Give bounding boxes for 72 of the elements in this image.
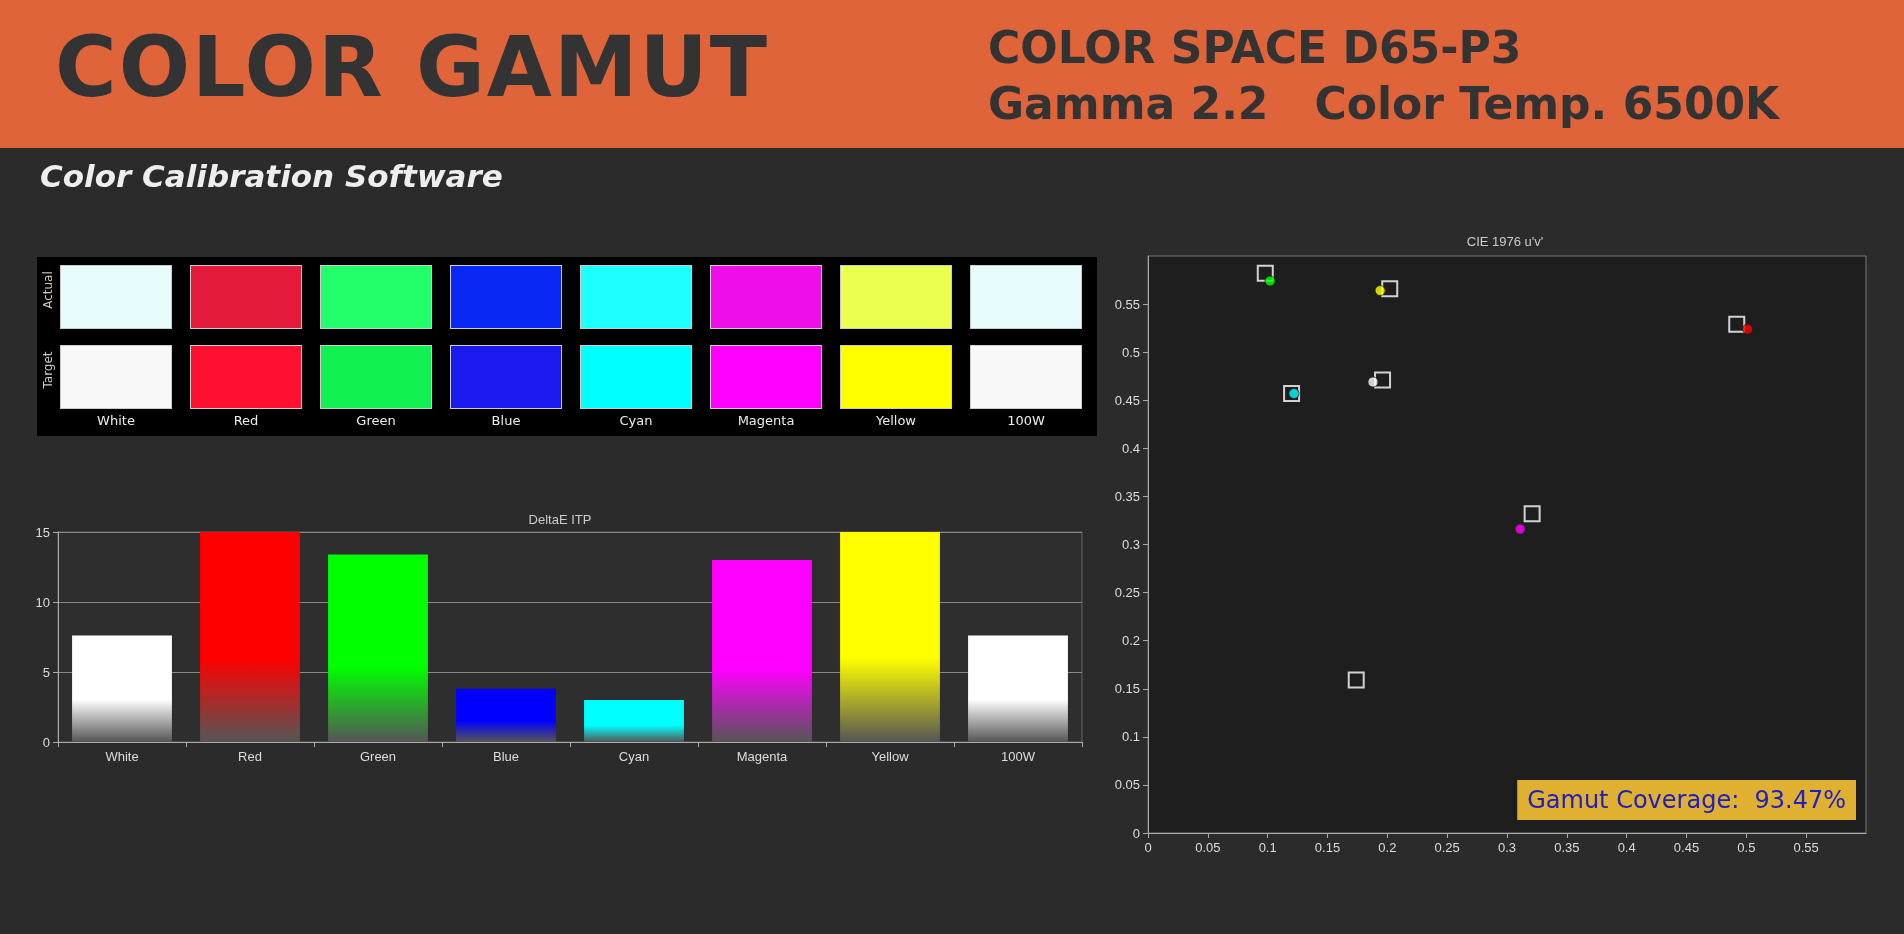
- point: [1347, 671, 1365, 689]
- y-tick-label: 0.2: [1121, 633, 1140, 649]
- category-label: Cyan: [618, 413, 654, 428]
- bar: [584, 700, 684, 742]
- y-tick-label: 0.35: [1114, 488, 1140, 504]
- point: [1374, 285, 1386, 297]
- category-label: Actual: [41, 271, 55, 309]
- point: [1256, 264, 1274, 282]
- bar: [72, 635, 172, 742]
- y-tick-label: 0.4: [1121, 440, 1140, 456]
- x-tick-label: Yellow: [871, 749, 910, 764]
- x-tick-label: 0.35: [1554, 840, 1580, 855]
- bar: [328, 554, 428, 742]
- point: [1728, 315, 1746, 333]
- x-tick-label: Magenta: [736, 749, 789, 764]
- point: [1514, 523, 1526, 535]
- category-label: Red: [232, 413, 260, 428]
- text: COLOR SPACE D65-P3: [988, 22, 1522, 73]
- x-tick-label: White: [105, 749, 139, 764]
- bar: [968, 635, 1068, 742]
- category-label: Yellow: [875, 413, 917, 428]
- category-label: White: [96, 413, 136, 428]
- bar: [712, 560, 812, 742]
- x-tick-label: 0.3: [1497, 840, 1517, 855]
- y-tick-label: 10: [35, 594, 50, 610]
- x-tick-label: 100W: [1001, 749, 1036, 764]
- y-tick-label: 0.25: [1114, 585, 1140, 601]
- annotation: Gamut Coverage: 93.47%: [1527, 786, 1847, 814]
- category-label: Blue: [490, 413, 522, 428]
- y-tick-label: 0.05: [1114, 777, 1140, 793]
- y-tick-label: 0: [1132, 825, 1140, 841]
- y-tick-label: 0.45: [1114, 392, 1140, 408]
- x-tick-label: Cyan: [618, 749, 650, 764]
- y-tick-label: 0: [42, 734, 50, 750]
- category-label: Target: [41, 351, 55, 389]
- x-tick-label: 0.1: [1258, 840, 1277, 855]
- x-tick-label: 0.5: [1737, 840, 1756, 855]
- point: [1283, 385, 1301, 403]
- text: Color Calibration Software: [40, 158, 503, 194]
- point: [1742, 323, 1754, 335]
- point: [1381, 280, 1399, 298]
- category-label: Green: [355, 413, 397, 428]
- x-tick-label: 0.4: [1617, 840, 1636, 855]
- x-tick-label: Red: [238, 749, 262, 764]
- y-tick-label: 0.3: [1121, 537, 1140, 552]
- x-tick-label: 0.55: [1793, 840, 1819, 855]
- chart-title: CIE 1976 u'v': [1466, 234, 1544, 249]
- x-tick-label: 0.15: [1314, 840, 1341, 855]
- bar: [456, 688, 556, 742]
- text: Gamma 2.2 Color Temp. 6500K: [988, 78, 1780, 129]
- point: [1523, 505, 1541, 523]
- x-tick-label: 0: [1144, 840, 1152, 855]
- y-tick-label: 15: [35, 524, 50, 540]
- category-label: Magenta: [736, 413, 796, 428]
- chart-title: DeltaE ITP: [528, 512, 592, 527]
- y-tick-label: 0.15: [1114, 681, 1140, 697]
- text: COLOR GAMUT: [55, 18, 769, 116]
- y-tick-label: 0.1: [1121, 729, 1140, 745]
- x-tick-label: 0.45: [1673, 840, 1700, 855]
- point: [1264, 275, 1276, 287]
- category-label: 100W: [1006, 413, 1046, 428]
- bar: [200, 532, 300, 742]
- x-tick-label: 0.05: [1195, 840, 1221, 855]
- x-tick-label: Green: [359, 749, 397, 764]
- y-tick-label: 5: [42, 664, 50, 680]
- x-tick-label: 0.2: [1378, 840, 1397, 855]
- y-tick-label: 0.5: [1121, 344, 1140, 360]
- x-tick-label: Blue: [492, 749, 520, 764]
- x-tick-label: 0.25: [1434, 840, 1460, 855]
- y-tick-label: 0.55: [1114, 296, 1140, 312]
- point: [1374, 371, 1392, 389]
- bar: [840, 532, 940, 742]
